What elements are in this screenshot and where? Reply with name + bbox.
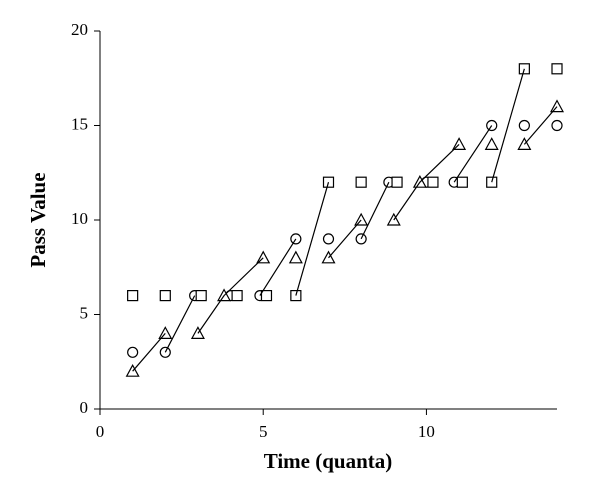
square-marker xyxy=(260,290,273,302)
x-tick-label: 0 xyxy=(96,422,105,441)
circle-marker xyxy=(322,233,335,245)
square-marker xyxy=(427,176,439,188)
square-marker xyxy=(195,290,207,302)
square-marker xyxy=(127,290,139,302)
x-tick-label: 10 xyxy=(418,422,435,441)
y-tick-label: 5 xyxy=(80,303,89,322)
square-marker xyxy=(391,176,403,188)
square-marker xyxy=(456,176,468,188)
square-marker xyxy=(551,63,563,75)
triangle-marker xyxy=(484,137,499,150)
circle-marker xyxy=(551,119,563,132)
square-marker xyxy=(159,290,171,302)
circle-marker xyxy=(127,346,139,358)
square-marker xyxy=(231,290,243,302)
x-tick-label: 5 xyxy=(259,422,268,441)
triangle-marker xyxy=(549,99,565,113)
triangle-marker xyxy=(354,212,369,226)
y-tick-label: 10 xyxy=(71,209,88,228)
y-tick-label: 0 xyxy=(80,398,89,417)
y-tick-label: 15 xyxy=(71,114,88,133)
y-axis-title: Pass Value xyxy=(26,172,50,267)
triangle-marker xyxy=(158,326,173,339)
triangle-marker xyxy=(288,250,303,264)
square-marker xyxy=(355,176,367,188)
circle-marker xyxy=(518,119,530,132)
y-tick-label: 20 xyxy=(71,20,88,39)
connector-line xyxy=(132,68,558,372)
x-axis-title: Time (quanta) xyxy=(264,449,393,473)
